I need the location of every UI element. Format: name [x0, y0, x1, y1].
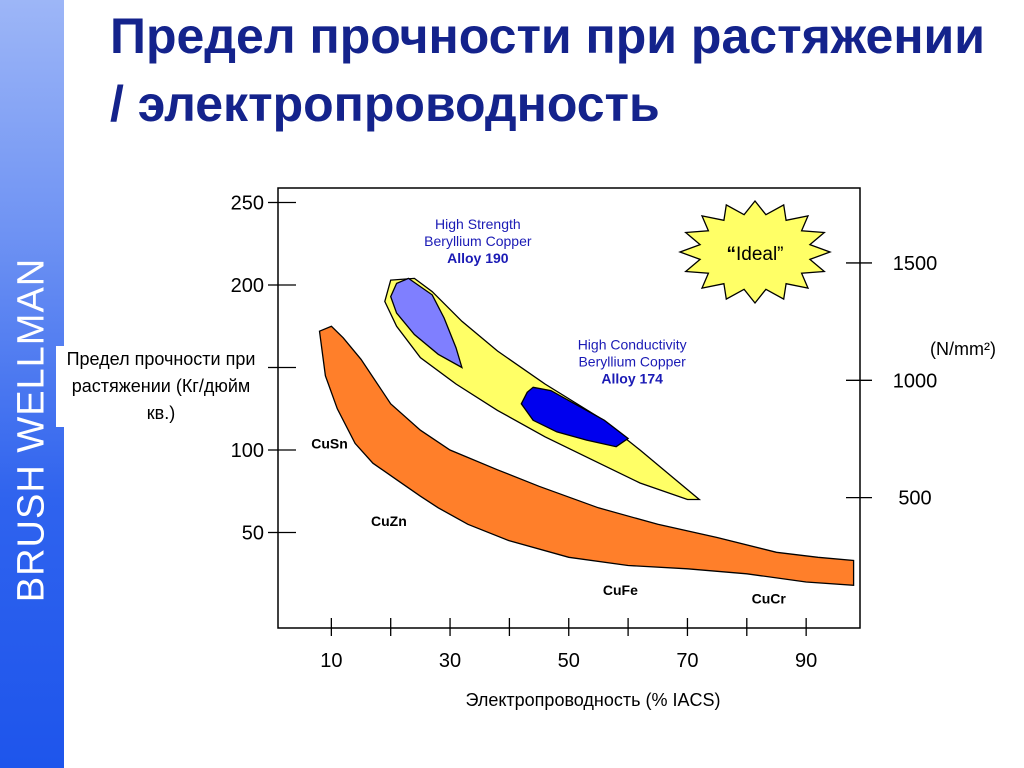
ideal-label: “Ideal”: [726, 244, 783, 265]
y-tick-label: 100: [231, 440, 264, 462]
x-tick-label: 50: [558, 650, 580, 672]
annotation-line: High Strength: [435, 216, 521, 232]
y2-tick-label: 500: [898, 488, 931, 510]
x-axis-label: Электропроводность (% IACS): [465, 690, 720, 710]
region-label: CuCr: [752, 590, 787, 606]
annotation-alloy: Alloy 174: [601, 370, 663, 386]
x-tick-label: 10: [320, 650, 342, 672]
y2-tick-label: 1000: [893, 370, 938, 392]
region-alloy-190: [390, 277, 463, 369]
annotation-line: Beryllium Copper: [578, 353, 686, 369]
ideal-starburst: [678, 199, 832, 305]
region-alloy-174: [520, 386, 630, 448]
y-axis-label: Предел прочности при растяжении (Кг/дюйм…: [56, 346, 266, 427]
region-label: CuZn: [371, 513, 407, 529]
x-tick-label: 90: [795, 650, 817, 672]
annotation-line: High Conductivity: [578, 336, 687, 352]
region-label: CuSn: [311, 435, 348, 451]
slide-title: Предел прочности при растяжении / электр…: [110, 8, 986, 132]
y-tick-label: 250: [231, 193, 264, 215]
brand-side-bar: BRUSH WELLMAN: [0, 0, 64, 768]
y-tick-label: 50: [242, 523, 264, 545]
region-cusn-cuzn-cufe-cucr: [318, 325, 855, 586]
y-tick-label: 200: [231, 275, 264, 297]
annotation-line: Beryllium Copper: [424, 233, 532, 249]
x-tick-label: 70: [676, 650, 698, 672]
y2-tick-label: 1500: [893, 253, 938, 275]
x-tick-label: 30: [439, 650, 461, 672]
region-label: CuFe: [603, 582, 638, 598]
y2-unit-label: (N/mm²): [930, 339, 996, 359]
annotation-alloy: Alloy 190: [447, 250, 509, 266]
